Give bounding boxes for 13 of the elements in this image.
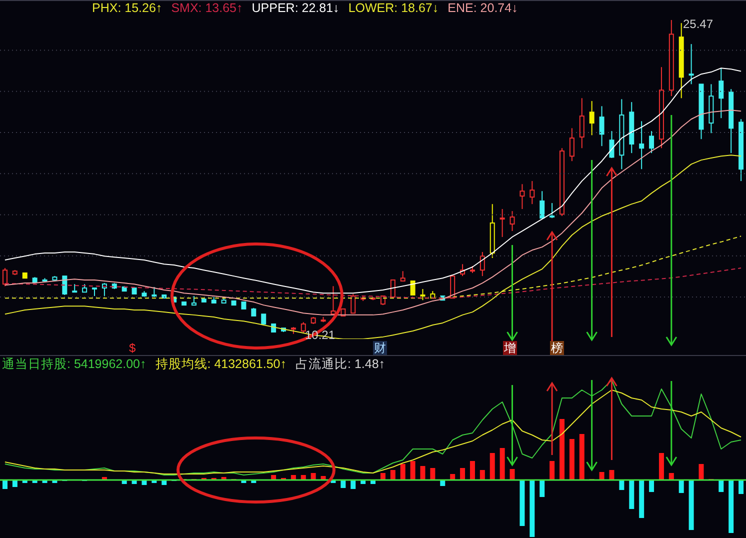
text: 占流通比: 1.48↑ (296, 356, 386, 373)
text: 增 (503, 341, 517, 355)
text: SMX: 13.65↑ (171, 1, 243, 15)
annotation: 25.47 (682, 17, 714, 31)
text: ENE: 20.74↓ (448, 1, 518, 15)
text: 财 (373, 341, 387, 355)
text: 榜 (550, 341, 564, 355)
text: 通当日持股: 5419962.00↑ (2, 356, 146, 373)
text: LOWER: 18.67↓ (348, 1, 439, 15)
text: 持股均线: 4132861.50↑ (155, 356, 286, 373)
text: PHX: 15.26↑ (92, 1, 162, 15)
text: $ (128, 341, 137, 355)
text: UPPER: 22.81↓ (252, 1, 340, 15)
